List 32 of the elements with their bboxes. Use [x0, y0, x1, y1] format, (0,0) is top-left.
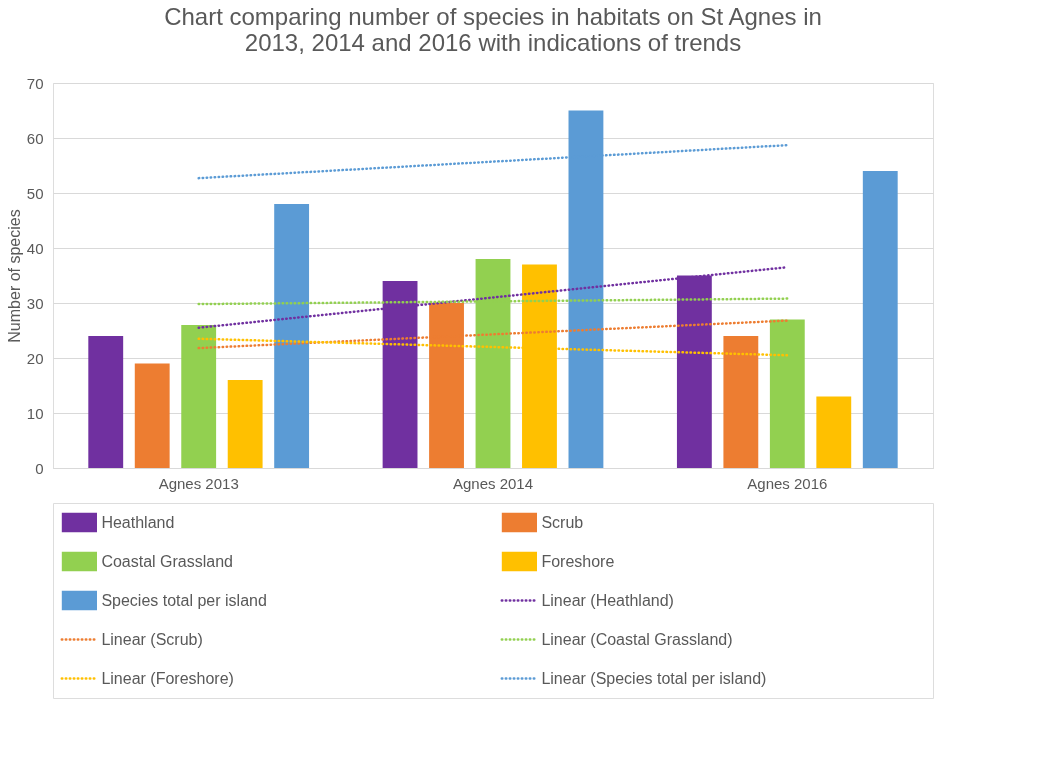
legend-label: Linear (Foreshore): [101, 669, 234, 687]
bar: [181, 325, 217, 468]
legend-label: Linear (Heathland): [541, 591, 674, 609]
legend-label: Heathland: [101, 513, 175, 531]
y-tick-label: 60: [26, 129, 44, 147]
y-tick-label: 40: [26, 239, 44, 257]
y-tick-label: 70: [26, 74, 44, 92]
bar: [227, 380, 263, 468]
y-tick-label: 0: [35, 459, 44, 477]
y-tick-label: 10: [26, 404, 44, 422]
y-tick-label: 50: [26, 184, 44, 202]
chart-title: Chart comparing number of species in habitats on St Agnes in 2013, 2014 and 2016 with indications of trends: [164, 3, 822, 56]
bar: [274, 204, 310, 468]
legend-label: Scrub: [541, 513, 584, 531]
x-tick-label: Agnes 2013: [158, 474, 239, 492]
y-tick-label: 20: [26, 349, 44, 367]
legend-label: Linear (Coastal Grassland): [541, 630, 733, 648]
legend-label: Species total per island: [101, 591, 267, 609]
y-tick-label: 30: [26, 294, 44, 312]
bar: [134, 363, 170, 468]
legend-label: Linear (Scrub): [101, 630, 203, 648]
bar: [862, 171, 898, 468]
x-tick-label: Agnes 2014: [452, 474, 534, 492]
legend-label: Foreshore: [541, 552, 615, 570]
bar: [769, 319, 805, 468]
legend-label: Coastal Grassland: [101, 552, 234, 570]
bar: [723, 336, 759, 468]
bar: [816, 396, 852, 468]
legend-label: Linear (Species total per island): [541, 669, 767, 687]
y-axis-title: Number of species: [5, 209, 23, 343]
bar: [88, 336, 124, 468]
x-tick-label: Agnes 2016: [747, 474, 828, 492]
